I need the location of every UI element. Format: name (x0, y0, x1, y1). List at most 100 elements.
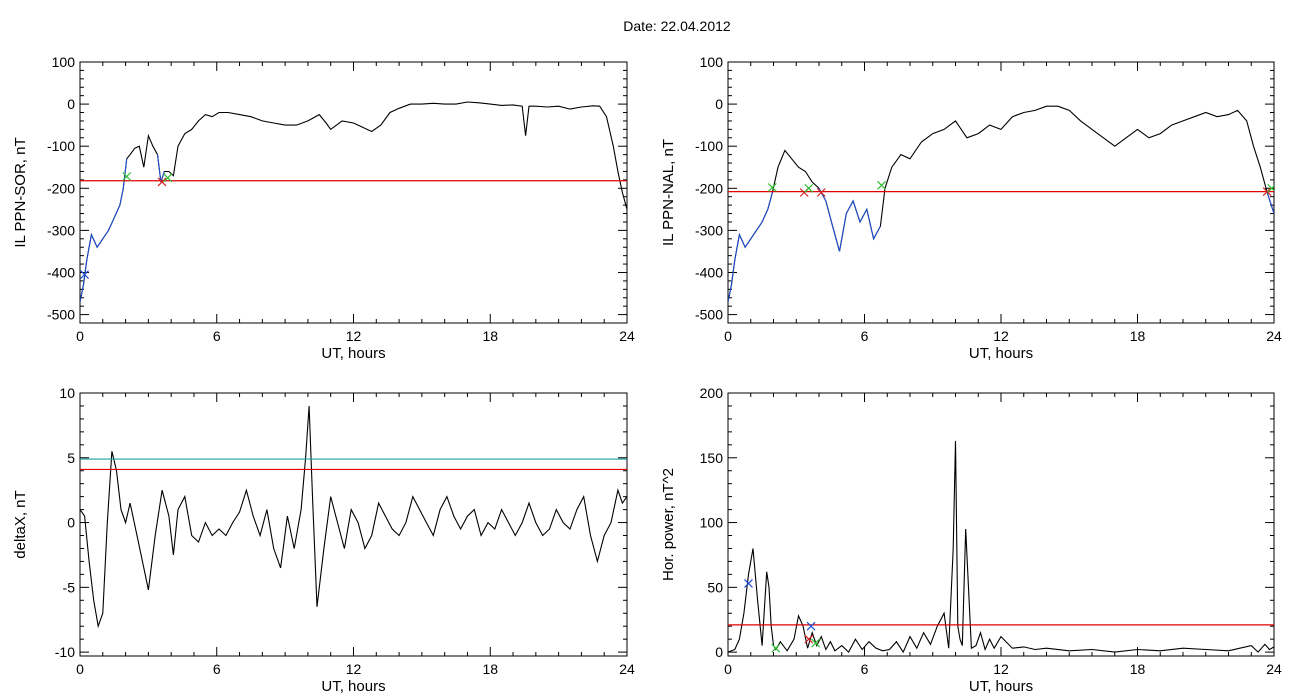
y-tick-label: -300 (695, 222, 723, 238)
x-axis-label: UT, hours (321, 345, 385, 362)
y-tick-label: -500 (47, 307, 75, 323)
y-tick-label: 0 (67, 515, 75, 531)
event-marker (80, 270, 89, 280)
series-line (818, 188, 881, 252)
y-tick-label: -200 (47, 180, 75, 196)
series-line (80, 101, 627, 303)
y-tick-label: 150 (700, 450, 724, 466)
y-tick-label: -300 (47, 222, 75, 238)
panel-il-ppn-nal: 0 6 12 18 24 100 0 -100 -200 -300 -400 -500 UT, hour… (660, 54, 1282, 362)
x-tick-label: 12 (346, 661, 362, 677)
event-marker-stroke (157, 177, 167, 187)
y-axis-label: IL PPN-NAL, nT (660, 139, 677, 246)
x-tick-label: 0 (724, 661, 732, 677)
y-axis-label: Hor. power, nT^2 (660, 468, 677, 581)
plot-frame (727, 392, 1275, 657)
y-tick-label: 0 (715, 96, 723, 112)
plot-area (80, 101, 627, 303)
x-tick-label: 6 (861, 661, 869, 677)
panel-deltax: 0 6 12 18 24 10 5 0 -5 -10 UT, hours deltaX, nT (12, 385, 635, 695)
x-tick-label: 0 (724, 328, 732, 344)
x-tick-label: 12 (346, 328, 362, 344)
figure-title: Date: 22.04.2012 (623, 18, 731, 34)
x-axis-label: UT, hours (969, 345, 1033, 362)
event-marker-stroke (1267, 185, 1274, 193)
x-tick-label: 6 (861, 328, 869, 344)
y-tick-label: -500 (695, 307, 723, 323)
x-tick-label: 24 (1266, 661, 1282, 677)
plot-frame (79, 392, 628, 657)
event-marker (877, 180, 886, 190)
x-axis-label: UT, hours (969, 678, 1033, 695)
plot-area (728, 105, 1274, 303)
event-marker-stroke (816, 188, 826, 197)
x-tick-label: 18 (482, 328, 498, 344)
y-tick-label: 200 (700, 385, 724, 401)
event-marker (744, 579, 753, 588)
event-marker-stroke (163, 173, 173, 183)
x-tick-label: 6 (213, 661, 221, 677)
event-marker (163, 173, 173, 183)
x-tick-label: 6 (213, 328, 221, 344)
series-line (1266, 192, 1274, 214)
plot-frame (79, 61, 628, 324)
y-tick-label: -400 (695, 264, 723, 280)
event-marker (1267, 183, 1274, 193)
event-marker-stroke (804, 183, 814, 193)
x-tick-label: 24 (1266, 328, 1282, 344)
panel-hor-power: 0 6 12 18 24 200 150 100 50 0 UT, hours Hor. power,… (660, 385, 1282, 695)
series-line (728, 440, 1274, 654)
y-tick-label: -5 (63, 579, 76, 595)
panel-il-ppn-sor: 0 6 12 18 24 100 0 -100 -200 -300 -400 -500 UT, hour… (12, 54, 635, 362)
x-tick-label: 0 (76, 328, 84, 344)
event-marker (1262, 187, 1272, 197)
y-tick-label: -200 (695, 180, 723, 196)
event-marker-stroke (806, 621, 816, 631)
event-marker (804, 183, 814, 193)
y-tick-label: 100 (52, 54, 76, 70)
series-line (80, 405, 627, 629)
event-marker-stroke (1262, 187, 1272, 197)
series-line (80, 158, 128, 303)
y-tick-label: -400 (47, 264, 75, 280)
y-tick-label: 0 (715, 644, 723, 660)
y-axis-label: IL PPN-SOR, nT (12, 137, 29, 247)
y-axis-label: deltaX, nT (12, 490, 29, 558)
event-marker-stroke (877, 180, 886, 190)
event-marker-stroke (744, 579, 753, 588)
y-tick-label: 5 (67, 450, 75, 466)
plot-area (728, 440, 1274, 654)
y-tick-label: 0 (67, 96, 75, 112)
x-tick-label: 18 (1130, 328, 1146, 344)
y-tick-label: -10 (55, 644, 75, 660)
event-marker (767, 183, 777, 192)
event-marker-stroke (767, 183, 777, 192)
event-marker-stroke (771, 643, 781, 653)
y-tick-label: -100 (47, 138, 75, 154)
y-tick-label: -100 (695, 138, 723, 154)
event-marker (816, 188, 826, 197)
plot-frame (727, 61, 1275, 324)
series-line (728, 192, 773, 303)
event-marker (804, 634, 814, 644)
x-tick-label: 12 (993, 328, 1009, 344)
x-tick-label: 24 (619, 328, 635, 344)
event-marker-stroke (122, 172, 132, 181)
x-tick-label: 18 (1130, 661, 1146, 677)
x-tick-label: 18 (482, 661, 498, 677)
x-axis-label: UT, hours (321, 678, 385, 695)
series-line (156, 154, 165, 183)
y-tick-label: 50 (707, 579, 723, 595)
y-tick-label: 100 (700, 515, 724, 531)
event-marker (806, 621, 816, 631)
x-tick-label: 24 (619, 661, 635, 677)
x-tick-label: 0 (76, 661, 84, 677)
event-marker-stroke (80, 270, 89, 280)
event-marker (157, 177, 167, 187)
plot-area (80, 405, 627, 629)
event-marker-stroke (811, 638, 821, 648)
x-tick-label: 12 (993, 661, 1009, 677)
series-line (728, 105, 1274, 303)
event-marker (811, 638, 821, 648)
